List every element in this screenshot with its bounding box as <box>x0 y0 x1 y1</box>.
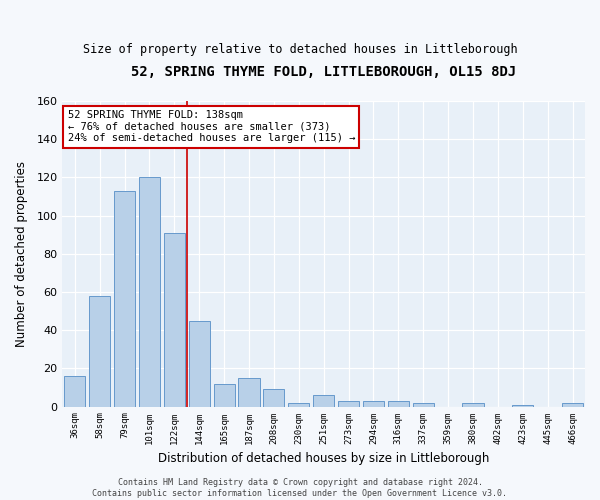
Bar <box>238 378 260 406</box>
Text: 52 SPRING THYME FOLD: 138sqm
← 76% of detached houses are smaller (373)
24% of s: 52 SPRING THYME FOLD: 138sqm ← 76% of de… <box>68 110 355 144</box>
Bar <box>64 376 85 406</box>
Bar <box>288 402 310 406</box>
Bar <box>139 178 160 406</box>
Title: 52, SPRING THYME FOLD, LITTLEBOROUGH, OL15 8DJ: 52, SPRING THYME FOLD, LITTLEBOROUGH, OL… <box>131 65 516 79</box>
Bar <box>388 401 409 406</box>
Bar <box>114 191 135 406</box>
Bar <box>363 401 384 406</box>
Bar <box>188 320 210 406</box>
Text: Contains HM Land Registry data © Crown copyright and database right 2024.
Contai: Contains HM Land Registry data © Crown c… <box>92 478 508 498</box>
Bar <box>413 402 434 406</box>
Bar <box>214 384 235 406</box>
X-axis label: Distribution of detached houses by size in Littleborough: Distribution of detached houses by size … <box>158 452 490 465</box>
Bar <box>89 296 110 406</box>
Bar <box>463 402 484 406</box>
Bar <box>263 390 284 406</box>
Bar <box>313 395 334 406</box>
Bar <box>164 233 185 406</box>
Text: Size of property relative to detached houses in Littleborough: Size of property relative to detached ho… <box>83 42 517 56</box>
Bar <box>338 401 359 406</box>
Bar <box>512 404 533 406</box>
Bar <box>562 402 583 406</box>
Y-axis label: Number of detached properties: Number of detached properties <box>15 161 28 347</box>
